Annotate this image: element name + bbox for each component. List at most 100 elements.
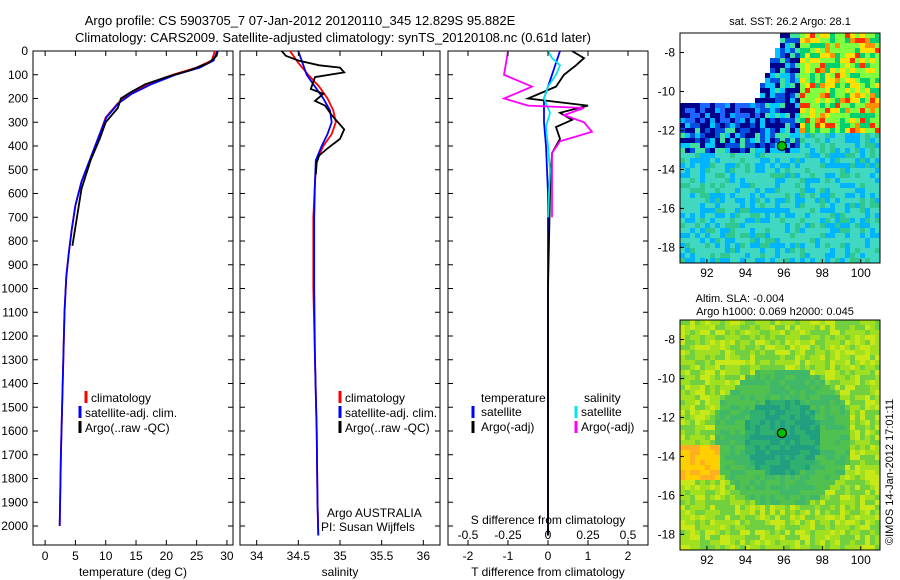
map-cell	[745, 103, 751, 109]
map-cell	[860, 208, 866, 214]
map-cell	[760, 143, 766, 149]
map-cell	[775, 340, 781, 346]
map-cell	[780, 193, 786, 199]
map-cell	[760, 73, 766, 79]
map-cell	[785, 158, 791, 164]
map-cell	[715, 510, 721, 516]
map-cell	[745, 335, 751, 341]
map-cell	[830, 440, 836, 446]
map-cell	[840, 173, 846, 179]
map-cell	[825, 525, 831, 531]
map-cell	[745, 238, 751, 244]
map-cell	[700, 128, 706, 134]
map-cell	[745, 475, 751, 481]
map-cell	[840, 510, 846, 516]
map-cell	[770, 108, 776, 114]
map-cell	[815, 193, 821, 199]
map-cell	[870, 58, 876, 64]
map-cell	[830, 500, 836, 506]
map-cell	[735, 258, 741, 264]
map-cell	[760, 425, 766, 431]
map-cell	[790, 193, 796, 199]
map-cell	[695, 395, 701, 401]
map-cell	[815, 455, 821, 461]
map-cell	[865, 128, 871, 134]
map-cell	[790, 370, 796, 376]
map-cell	[875, 340, 881, 346]
map-cell	[830, 530, 836, 536]
map-cell	[875, 540, 881, 546]
map-cell	[730, 33, 736, 39]
map-cell	[760, 355, 766, 361]
map-cell	[850, 340, 856, 346]
map-cell	[725, 385, 731, 391]
map-cell	[850, 188, 856, 194]
map-cell	[685, 53, 691, 59]
map-cell	[705, 78, 711, 84]
map-cell	[830, 248, 836, 254]
map-cell	[850, 148, 856, 154]
map-cell	[690, 63, 696, 69]
map-cell	[855, 238, 861, 244]
map-cell	[845, 208, 851, 214]
map-cell	[820, 340, 826, 346]
map-cell	[710, 525, 716, 531]
map-cell	[725, 430, 731, 436]
map-cell	[815, 330, 821, 336]
map-cell	[825, 490, 831, 496]
map-cell	[870, 43, 876, 49]
map-cell	[785, 43, 791, 49]
map-cell	[870, 188, 876, 194]
map-cell	[810, 345, 816, 351]
map-cell	[845, 480, 851, 486]
map-cell	[700, 475, 706, 481]
map-cell	[830, 243, 836, 249]
map-cell	[875, 480, 881, 486]
map-cell	[815, 335, 821, 341]
map-cell	[745, 123, 751, 129]
map-cell	[710, 228, 716, 234]
map-cell	[725, 525, 731, 531]
map-cell	[715, 385, 721, 391]
map-cell	[790, 138, 796, 144]
map-cell	[860, 340, 866, 346]
map-cell	[715, 153, 721, 159]
map-cell	[845, 415, 851, 421]
map-cell	[875, 188, 881, 194]
map-cell	[770, 430, 776, 436]
map-cell	[870, 415, 876, 421]
map-cell	[875, 68, 881, 74]
map-cell	[765, 223, 771, 229]
map-cell	[730, 350, 736, 356]
map-cell	[845, 228, 851, 234]
map-cell	[820, 490, 826, 496]
map-cell	[785, 480, 791, 486]
map-cell	[700, 470, 706, 476]
map-cell	[850, 415, 856, 421]
map-cell	[795, 465, 801, 471]
map-cell	[760, 500, 766, 506]
map-cell	[805, 153, 811, 159]
map-cell	[810, 123, 816, 129]
map-cell	[770, 58, 776, 64]
map-cell	[705, 233, 711, 239]
map-cell	[785, 425, 791, 431]
map-cell	[720, 465, 726, 471]
map-cell	[870, 183, 876, 189]
map-cell	[740, 380, 746, 386]
map-cell	[840, 335, 846, 341]
map-cell	[705, 395, 711, 401]
map-cell	[755, 58, 761, 64]
map-cell	[865, 118, 871, 124]
map-cell	[740, 98, 746, 104]
map-cell	[740, 228, 746, 234]
map-cell	[840, 455, 846, 461]
map-cell	[860, 505, 866, 511]
map-cell	[695, 330, 701, 336]
map-cell	[765, 455, 771, 461]
map-cell	[720, 178, 726, 184]
map-cell	[765, 545, 771, 551]
map-cell	[865, 330, 871, 336]
map-cell	[710, 485, 716, 491]
map-cell	[865, 203, 871, 209]
